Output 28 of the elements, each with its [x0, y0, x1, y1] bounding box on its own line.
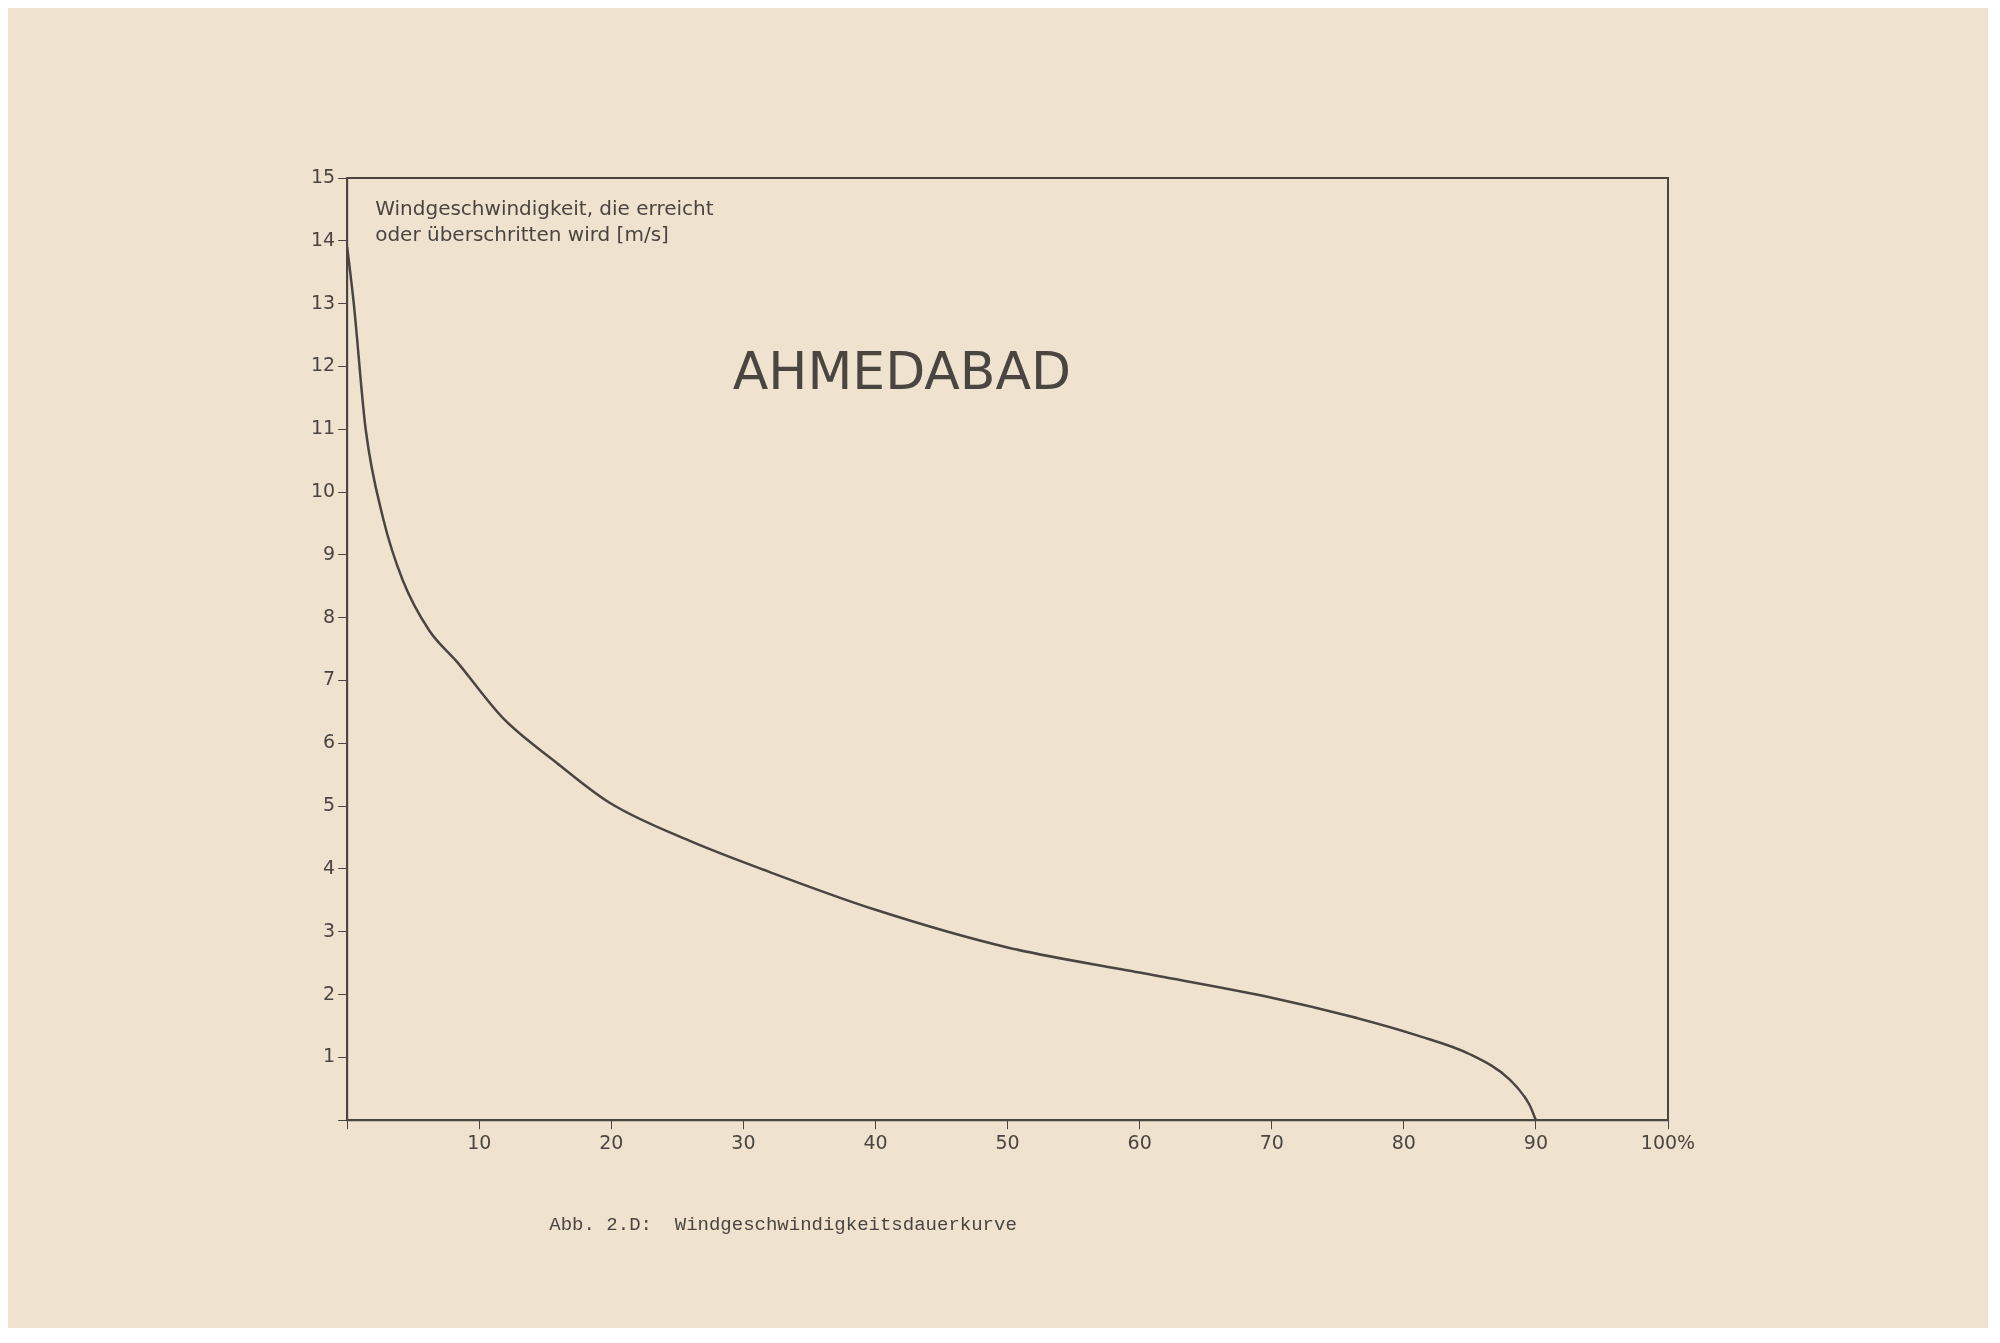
y-tick-label: 10	[310, 479, 336, 501]
y-axis-title: Windgeschwindigkeit, die erreicht oder überschritten wird [m/s]	[375, 196, 714, 247]
y-tick-label: 13	[310, 290, 336, 313]
y-tick-label: 14	[310, 227, 336, 250]
x-tick-label: 10	[467, 1130, 492, 1153]
caption: Abb. 2.D: Windgeschwindigkeitsdauerkurve	[549, 1214, 1017, 1237]
x-tick-label: 60	[1127, 1130, 1152, 1153]
y-tick-label: 5	[323, 793, 336, 816]
y-tick-label: 7	[323, 667, 336, 690]
x-tick-label: 90	[1523, 1130, 1549, 1153]
x-tick-label: 80	[1391, 1130, 1416, 1153]
x-tick-label: 20	[599, 1130, 624, 1153]
y-tick-label: 12	[310, 353, 336, 376]
text: AHMEDABAD	[732, 341, 1072, 402]
x-tick-label: 30	[731, 1130, 756, 1153]
y-tick-label: 4	[323, 855, 336, 878]
y-tick-label: 8	[323, 604, 336, 627]
y-tick-label: 9	[323, 541, 336, 564]
y-tick-label: 2	[323, 981, 336, 1004]
x-tick-label: 70	[1259, 1130, 1284, 1153]
y-tick-label: 3	[323, 918, 336, 941]
y-tick-label: 1	[323, 1044, 336, 1067]
y-tick-label: 15	[310, 164, 336, 187]
x-tick-label: 100%	[1640, 1130, 1696, 1153]
y-tick-label: 11	[310, 416, 336, 439]
x-tick-label: 40	[863, 1130, 888, 1153]
y-tick-label: 6	[323, 730, 336, 753]
x-tick-label: 50	[995, 1130, 1020, 1153]
